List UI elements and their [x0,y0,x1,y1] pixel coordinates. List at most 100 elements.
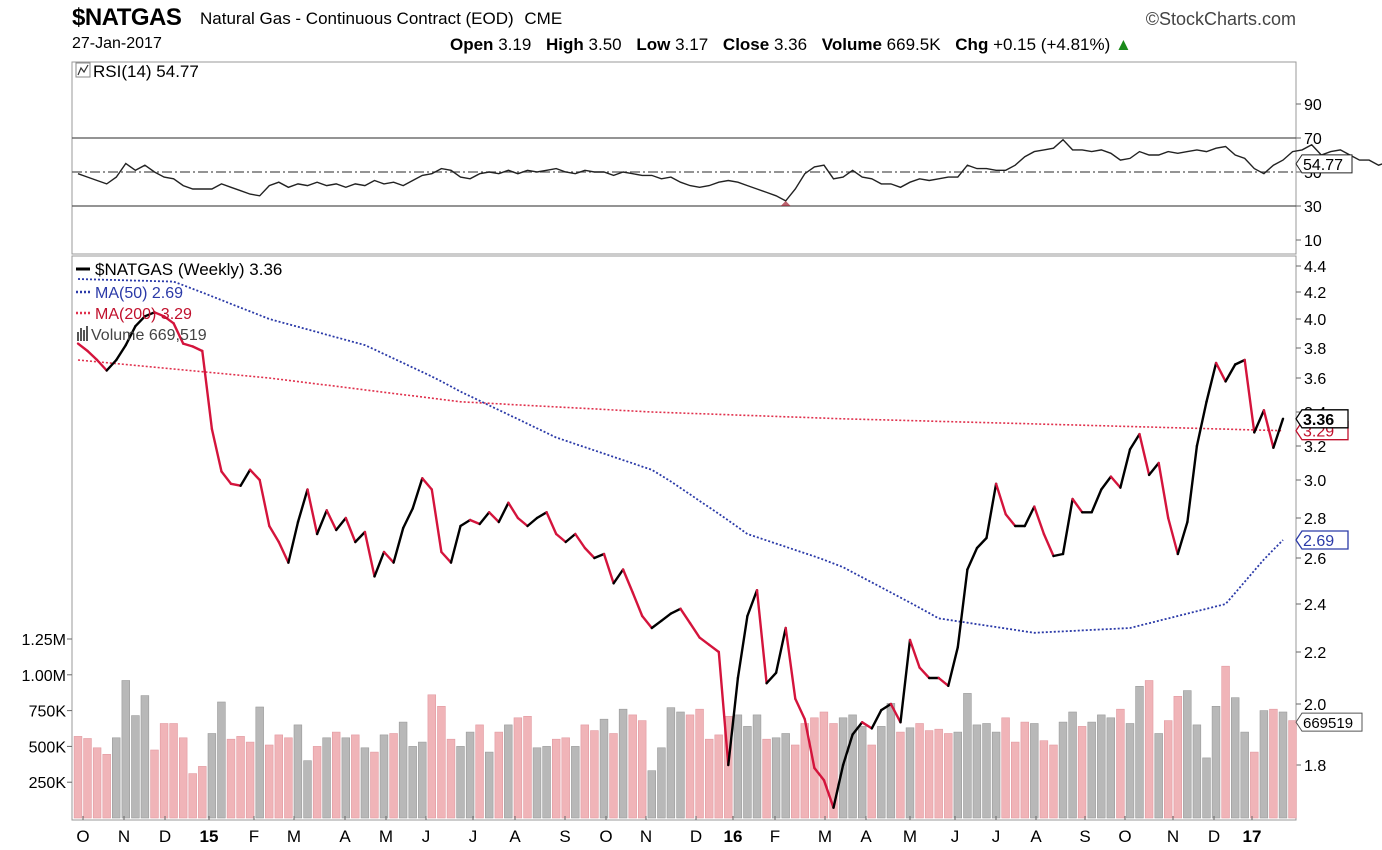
price-line-segment [1128,432,1141,451]
price-line-segment [421,477,433,491]
volume-bar [322,737,331,819]
price-line-segment [593,552,606,560]
price-line-segment [277,540,290,564]
volume-bar [360,747,370,819]
price-line-segment [1272,417,1285,449]
price-line-segment [1061,497,1074,556]
price-line-segment [708,643,720,654]
price-line-segment [822,779,835,809]
chart-date: 27-Jan-2017 [72,35,162,52]
price-line-segment [1224,363,1237,383]
volume-y-tick-label: 750K [29,704,67,721]
price-line-segment [115,343,128,362]
price-line-segment [660,612,673,622]
volume-bar [991,731,1001,819]
price-line-segment [631,591,644,618]
price-line-segment [564,532,577,544]
price-line-segment [650,619,663,630]
volume-bar [551,738,561,819]
price-line-segment [239,468,252,487]
volume-bar [427,694,436,819]
price-line-segment [947,646,959,687]
volume-bar [169,723,178,819]
volume-legend-icon [83,330,85,341]
price-line-segment [717,650,730,767]
price-line-segment [516,516,529,528]
volume-bar [848,714,857,819]
price-line-segment [1052,552,1065,558]
volume-bar [494,731,503,819]
x-axis-label: O [76,827,89,846]
volume-bar [905,727,915,819]
x-axis-label: 17 [1243,827,1262,846]
x-axis-label: J [992,827,1001,846]
rsi-line [77,138,1382,202]
volume-bar [571,746,580,819]
price-line-segment [574,532,587,550]
price-line-segment [1071,497,1084,514]
volume-bar [437,705,446,819]
price-line-segment [794,697,806,721]
ma200-line [77,359,1284,432]
x-axis-label: M [379,827,393,846]
price-line-segment [1214,361,1227,383]
price-line-segment [1004,513,1017,528]
volume-bar [542,746,551,819]
volume-bar [685,714,695,819]
volume-bar [1077,726,1087,819]
price-line-segment [918,666,931,680]
volume-bar [236,736,245,819]
price-line-segment [181,342,195,348]
price-line-segment [1233,358,1246,366]
rsi-last-value: 54.77 [1303,157,1343,174]
rsi-y-tick-label: 10 [1304,233,1322,250]
volume-bar [465,731,475,819]
ohlc-stats: Open 3.19 High 3.50 Low 3.17 Close 3.36 … [450,35,1132,55]
x-axis-label: A [509,827,521,846]
volume-bar [1202,757,1211,819]
price-line-segment [306,488,319,536]
price-line-segment [956,568,969,649]
price-line-segment [1243,358,1256,434]
volume-bar [733,714,743,819]
volume-bar [131,715,140,819]
volume-bar [331,731,341,819]
price-line-segment [468,518,481,526]
price-line-segment [1157,461,1170,520]
volume-bar [389,733,398,819]
low-label: Low [636,35,671,54]
rsi-panel-frame [71,61,1297,255]
price-line-segment [813,766,826,782]
price-line-segment [641,614,653,630]
chg-value: +0.15 (+4.81%) [993,35,1111,54]
price-line-segment [1100,475,1113,491]
volume-bar [743,726,752,819]
volume-last-value-tag [1295,712,1363,732]
volume-bar [92,747,102,819]
volume-bar [896,731,905,819]
rsi-y-tick-label: 90 [1304,97,1322,114]
volume-legend: Volume 669,519 [91,327,207,344]
volume-legend-icon [80,328,82,341]
price-y-tick-label: 2.6 [1304,551,1326,568]
volume-bar [504,724,513,819]
price-line-segment [880,702,893,712]
ma200-legend: MA(200) 3.29 [95,306,192,323]
volume-bar [398,721,408,819]
price-line-segment [478,511,491,526]
price-line-segment [449,524,462,564]
volume-bar [580,724,590,819]
volume-bar [819,711,829,819]
volume-bar [73,736,83,819]
price-y-tick-label: 2.2 [1304,645,1326,662]
volume-bar [198,766,207,819]
close-label: Close [722,35,770,54]
volume-bar [618,708,628,819]
volume-y-tick-label: 1.00M [22,668,66,685]
price-line-segment [143,311,156,318]
ma50-line [77,278,1284,634]
price-y-tick-label: 1.8 [1304,758,1326,775]
price-line-segment [870,708,883,730]
price-line-segment [526,516,539,528]
